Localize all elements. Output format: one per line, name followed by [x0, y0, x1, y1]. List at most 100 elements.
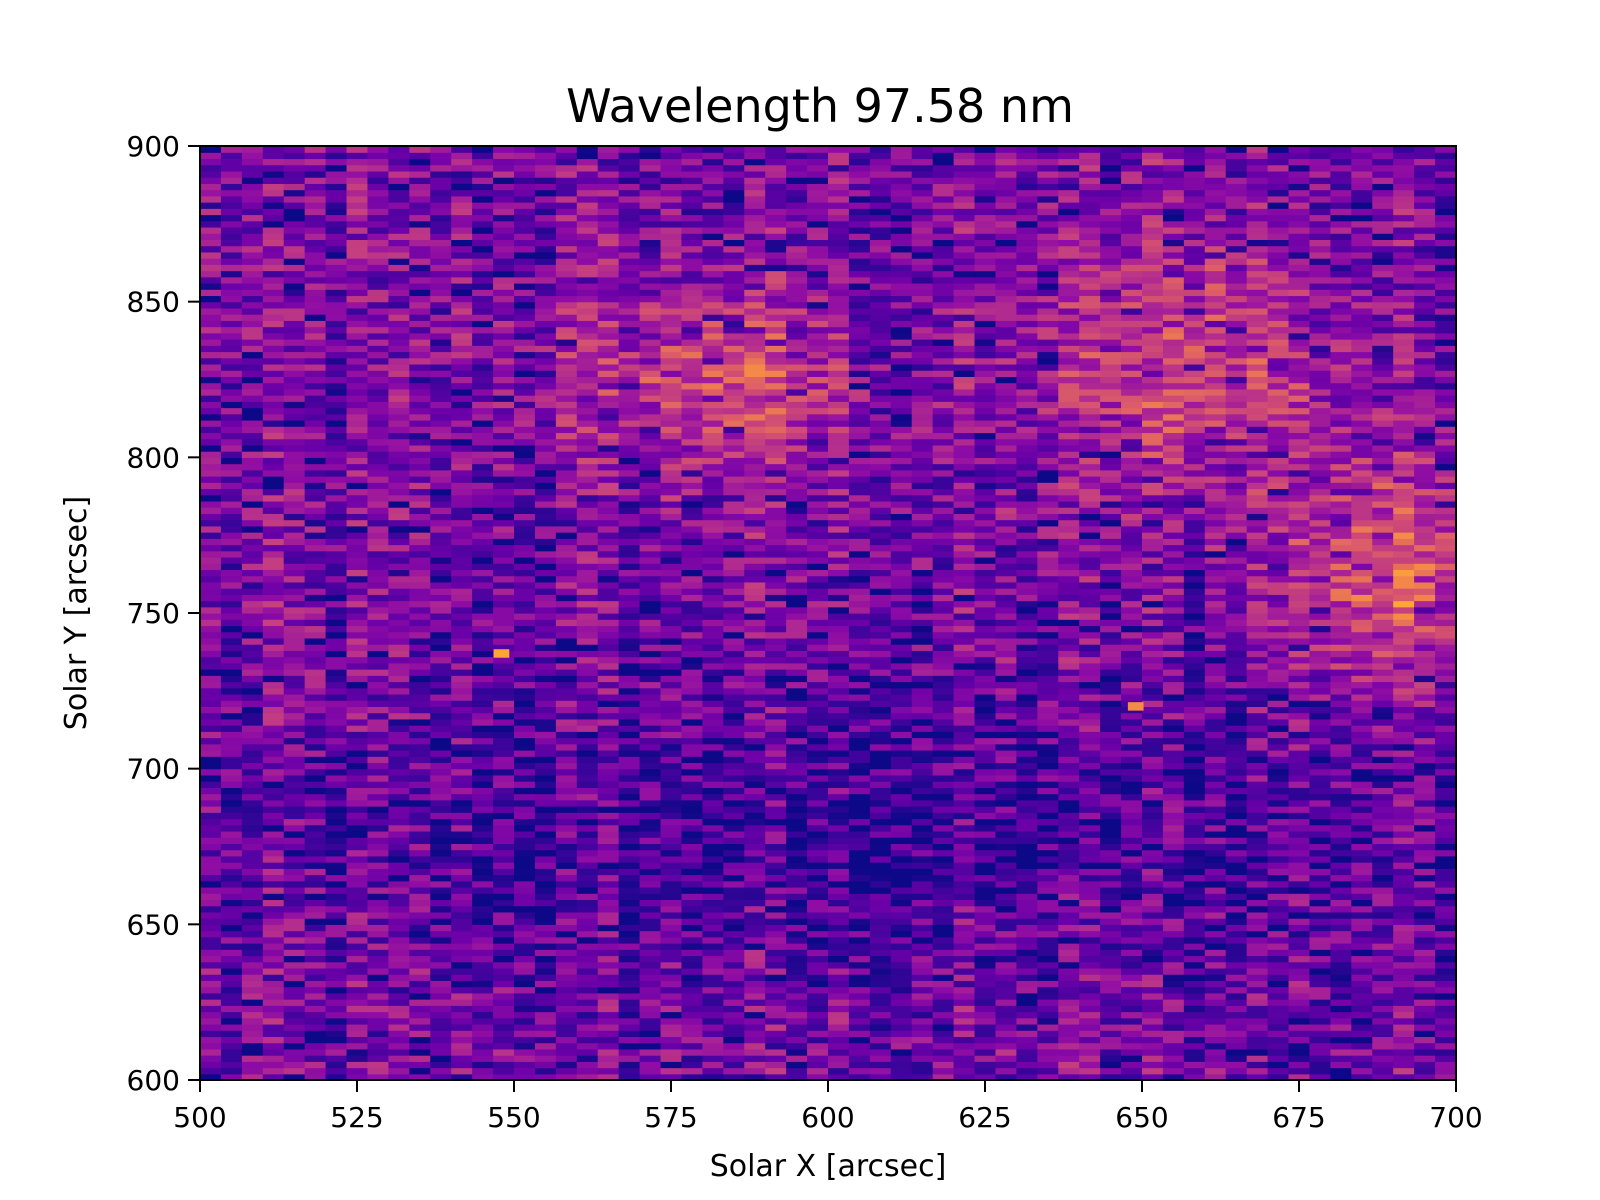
heatmap-cell	[744, 183, 766, 191]
heatmap-cell	[639, 731, 662, 739]
heatmap-cell	[807, 824, 829, 832]
heatmap-cell	[639, 538, 662, 546]
heatmap-cell	[514, 893, 536, 901]
heatmap-cell	[430, 619, 452, 627]
heatmap-cell	[409, 426, 431, 434]
heatmap-cell	[262, 669, 285, 676]
heatmap-cell	[430, 905, 452, 913]
heatmap-cell	[660, 314, 683, 321]
heatmap-cell	[451, 793, 473, 801]
heatmap-cell	[848, 606, 871, 614]
heatmap-cell	[262, 1023, 285, 1031]
heatmap-cell	[220, 606, 243, 614]
heatmap-cell	[388, 955, 410, 963]
heatmap-cell	[639, 712, 662, 720]
heatmap-cell	[723, 718, 745, 726]
heatmap-cell	[848, 538, 871, 546]
heatmap-cell	[388, 507, 410, 514]
heatmap-cell	[493, 1011, 515, 1019]
heatmap-cell	[786, 245, 808, 253]
heatmap-cell	[869, 974, 892, 981]
heatmap-cell	[493, 1005, 515, 1013]
heatmap-cell	[430, 874, 452, 882]
heatmap-cell	[681, 326, 703, 334]
heatmap-cell	[514, 320, 536, 328]
heatmap-cell	[765, 556, 787, 564]
heatmap-cell	[807, 276, 829, 284]
heatmap-cell	[597, 1023, 620, 1031]
heatmap-cell	[534, 793, 557, 801]
heatmap-cell	[388, 725, 410, 732]
heatmap-cell	[660, 762, 683, 770]
heatmap-cell	[702, 258, 724, 265]
heatmap-cell	[534, 226, 557, 234]
heatmap-cell	[325, 569, 348, 577]
heatmap-cell	[325, 351, 348, 359]
heatmap-cell	[786, 1036, 808, 1044]
heatmap-cell	[262, 1067, 285, 1075]
heatmap-cell	[660, 432, 683, 440]
heatmap-cell	[576, 911, 599, 919]
heatmap-cell	[807, 625, 829, 633]
heatmap-cell	[555, 843, 578, 851]
heatmap-cell	[283, 737, 306, 745]
heatmap-cell	[388, 581, 410, 589]
heatmap-cell	[848, 930, 871, 938]
heatmap-cell	[514, 824, 536, 832]
heatmap-cell	[325, 195, 348, 203]
heatmap-cell	[346, 725, 369, 732]
heatmap-cell	[241, 270, 264, 278]
heatmap-cell	[660, 500, 683, 508]
heatmap-cell	[597, 868, 620, 876]
heatmap-cell	[848, 494, 871, 502]
heatmap-cell	[723, 799, 745, 807]
heatmap-cell	[367, 812, 389, 820]
heatmap-cell	[367, 967, 389, 975]
heatmap-cell	[262, 357, 285, 365]
heatmap-cell	[325, 650, 348, 658]
heatmap-cell	[597, 712, 620, 720]
heatmap-cell	[848, 700, 871, 707]
heatmap-cell	[262, 189, 285, 197]
heatmap-cell	[409, 600, 431, 608]
heatmap-cell	[848, 799, 871, 807]
heatmap-cell	[472, 1023, 494, 1031]
heatmap-cell	[723, 749, 745, 757]
heatmap-cell	[241, 208, 264, 216]
heatmap-cell	[409, 581, 431, 589]
heatmap-cell	[786, 700, 808, 707]
heatmap-cell	[639, 382, 662, 390]
heatmap-cell	[555, 208, 578, 216]
heatmap-cell	[744, 1067, 766, 1075]
heatmap-cell	[576, 1030, 599, 1038]
heatmap-cell	[367, 419, 389, 427]
heatmap-cell	[430, 967, 452, 975]
heatmap-cell	[346, 893, 369, 901]
heatmap-cell	[388, 351, 410, 359]
heatmap-cell	[828, 1061, 850, 1069]
heatmap-cell	[493, 220, 515, 228]
heatmap-cell	[493, 575, 515, 583]
heatmap-cell	[367, 594, 389, 602]
heatmap-cell	[618, 245, 641, 253]
heatmap-cell	[660, 992, 683, 1000]
heatmap-cell	[367, 345, 389, 353]
heatmap-cell	[283, 314, 306, 321]
heatmap-cell	[828, 388, 850, 396]
heatmap-cell	[451, 220, 473, 228]
heatmap-cell	[576, 208, 599, 216]
heatmap-cell	[639, 395, 662, 402]
heatmap-cell	[765, 911, 787, 919]
heatmap-cell	[848, 258, 871, 265]
heatmap-cell	[346, 899, 369, 907]
heatmap-cell	[597, 202, 620, 209]
heatmap-cell	[597, 195, 620, 203]
heatmap-cell	[241, 594, 264, 602]
heatmap-cell	[472, 830, 494, 838]
heatmap-cell	[723, 905, 745, 913]
heatmap-cell	[576, 432, 599, 440]
heatmap-cell	[472, 376, 494, 384]
heatmap-cell	[367, 556, 389, 564]
heatmap-cell	[388, 1061, 410, 1069]
heatmap-cell	[702, 507, 724, 514]
